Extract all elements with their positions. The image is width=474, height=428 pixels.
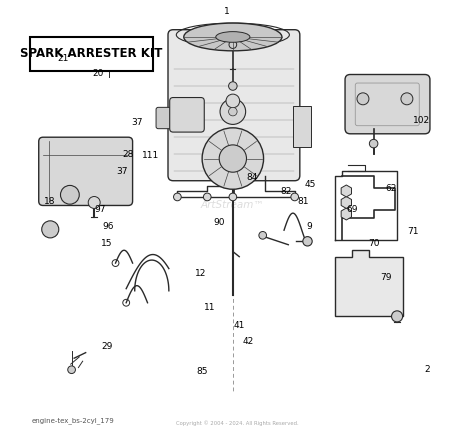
Text: 15: 15 [101, 239, 113, 248]
Text: 2: 2 [424, 365, 430, 374]
Circle shape [219, 145, 246, 172]
Text: 1: 1 [224, 7, 229, 16]
Text: 37: 37 [131, 118, 143, 127]
Circle shape [229, 41, 237, 48]
FancyBboxPatch shape [168, 30, 300, 181]
Circle shape [203, 193, 211, 201]
Text: 97: 97 [94, 205, 106, 214]
Circle shape [303, 237, 312, 246]
Text: 37: 37 [116, 167, 128, 176]
FancyBboxPatch shape [30, 36, 153, 71]
Circle shape [202, 128, 264, 189]
Text: 20: 20 [93, 69, 104, 78]
Ellipse shape [184, 23, 282, 51]
Text: 11: 11 [204, 303, 215, 312]
Text: 62: 62 [386, 184, 397, 193]
Circle shape [228, 82, 237, 90]
Text: SPARK ARRESTER KIT: SPARK ARRESTER KIT [20, 47, 163, 60]
Circle shape [357, 93, 369, 105]
Text: 90: 90 [213, 218, 225, 227]
FancyBboxPatch shape [39, 137, 133, 205]
Text: 28: 28 [123, 150, 134, 159]
Text: 81: 81 [298, 197, 309, 206]
Text: 45: 45 [305, 180, 316, 189]
Text: 102: 102 [413, 116, 430, 125]
FancyBboxPatch shape [293, 106, 311, 147]
Text: ArtStream™: ArtStream™ [201, 200, 264, 211]
Text: 70: 70 [368, 239, 379, 248]
Text: 111: 111 [142, 151, 160, 160]
Text: 21: 21 [57, 54, 69, 63]
Polygon shape [335, 250, 403, 316]
Text: 79: 79 [380, 273, 392, 282]
FancyBboxPatch shape [345, 74, 430, 134]
Circle shape [229, 193, 237, 201]
Circle shape [220, 99, 246, 125]
Text: 29: 29 [101, 342, 113, 351]
Circle shape [42, 221, 59, 238]
Text: 41: 41 [234, 321, 245, 330]
Text: 84: 84 [246, 173, 258, 182]
Text: Copyright © 2004 - 2024. All Rights Reserved.: Copyright © 2004 - 2024. All Rights Rese… [176, 420, 299, 426]
Text: 42: 42 [242, 338, 254, 347]
Text: 82: 82 [281, 187, 292, 196]
Text: 69: 69 [346, 205, 358, 214]
Text: 85: 85 [196, 367, 208, 376]
Circle shape [68, 366, 75, 374]
Text: 71: 71 [407, 226, 419, 235]
Text: engine-tex_bs-2cyl_179: engine-tex_bs-2cyl_179 [31, 417, 114, 424]
Circle shape [369, 140, 378, 148]
Circle shape [226, 94, 240, 108]
Circle shape [401, 93, 413, 105]
Circle shape [228, 107, 237, 116]
Circle shape [291, 193, 299, 201]
FancyBboxPatch shape [156, 107, 177, 129]
Circle shape [259, 232, 266, 239]
Text: 18: 18 [44, 197, 55, 206]
Text: 9: 9 [307, 222, 312, 231]
Circle shape [173, 193, 181, 201]
Circle shape [88, 196, 100, 208]
Ellipse shape [216, 32, 250, 42]
Text: 12: 12 [195, 269, 207, 278]
Text: 96: 96 [102, 222, 114, 231]
Circle shape [61, 185, 79, 204]
Circle shape [392, 311, 402, 322]
FancyBboxPatch shape [170, 98, 204, 132]
